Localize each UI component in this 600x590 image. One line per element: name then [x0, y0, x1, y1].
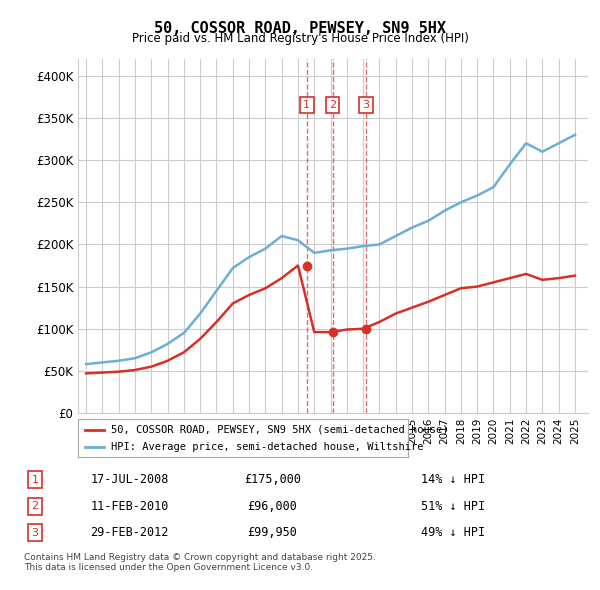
- Text: 14% ↓ HPI: 14% ↓ HPI: [421, 473, 485, 486]
- Text: 50, COSSOR ROAD, PEWSEY, SN9 5HX: 50, COSSOR ROAD, PEWSEY, SN9 5HX: [154, 21, 446, 35]
- Text: 49% ↓ HPI: 49% ↓ HPI: [421, 526, 485, 539]
- Text: 11-FEB-2010: 11-FEB-2010: [90, 500, 169, 513]
- Text: £175,000: £175,000: [244, 473, 301, 486]
- Text: HPI: Average price, semi-detached house, Wiltshire: HPI: Average price, semi-detached house,…: [111, 441, 424, 451]
- Text: 1: 1: [32, 475, 38, 484]
- Text: 3: 3: [362, 100, 369, 110]
- Text: 2: 2: [31, 502, 38, 511]
- Text: £96,000: £96,000: [247, 500, 298, 513]
- Text: Contains HM Land Registry data © Crown copyright and database right 2025.
This d: Contains HM Land Registry data © Crown c…: [24, 553, 376, 572]
- Text: 2: 2: [329, 100, 336, 110]
- Text: 29-FEB-2012: 29-FEB-2012: [90, 526, 169, 539]
- Text: 17-JUL-2008: 17-JUL-2008: [90, 473, 169, 486]
- Text: £99,950: £99,950: [247, 526, 298, 539]
- Text: Price paid vs. HM Land Registry's House Price Index (HPI): Price paid vs. HM Land Registry's House …: [131, 32, 469, 45]
- Text: 3: 3: [32, 528, 38, 537]
- Text: 50, COSSOR ROAD, PEWSEY, SN9 5HX (semi-detached house): 50, COSSOR ROAD, PEWSEY, SN9 5HX (semi-d…: [111, 425, 449, 435]
- Text: 1: 1: [303, 100, 310, 110]
- Text: 51% ↓ HPI: 51% ↓ HPI: [421, 500, 485, 513]
